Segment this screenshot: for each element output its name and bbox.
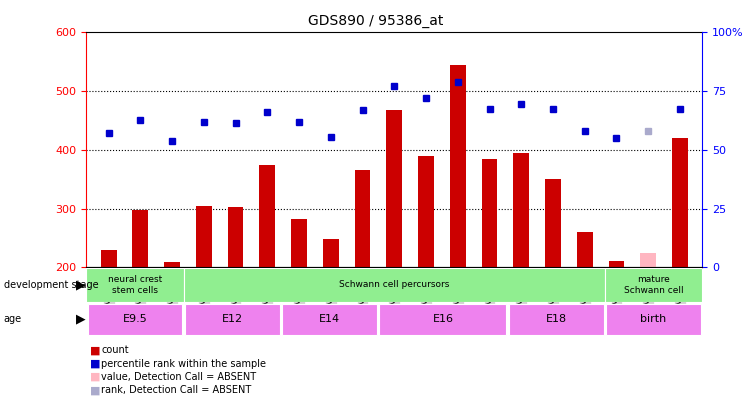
Bar: [481, 159, 497, 267]
Text: Schwann cell percursors: Schwann cell percursors: [339, 280, 449, 290]
Text: ■: ■: [90, 386, 101, 395]
Bar: [185, 304, 279, 335]
Bar: [606, 304, 701, 335]
Bar: [354, 171, 370, 267]
Bar: [291, 219, 307, 267]
Bar: [577, 232, 593, 267]
Bar: [88, 304, 182, 335]
Bar: [86, 268, 183, 302]
Bar: [545, 179, 561, 267]
Bar: [282, 304, 377, 335]
Bar: [608, 262, 624, 267]
Bar: [386, 110, 403, 267]
Text: E16: E16: [433, 314, 454, 324]
Bar: [183, 268, 605, 302]
Text: E12: E12: [222, 314, 243, 324]
Bar: [641, 253, 656, 267]
Text: value, Detection Call = ABSENT: value, Detection Call = ABSENT: [101, 372, 257, 382]
Text: E14: E14: [319, 314, 340, 324]
Text: GDS890 / 95386_at: GDS890 / 95386_at: [308, 14, 443, 28]
Bar: [228, 207, 243, 267]
Bar: [379, 304, 506, 335]
Text: development stage: development stage: [4, 280, 98, 290]
Text: E9.5: E9.5: [122, 314, 147, 324]
Bar: [164, 262, 180, 267]
Text: E18: E18: [546, 314, 567, 324]
Text: rank, Detection Call = ABSENT: rank, Detection Call = ABSENT: [101, 386, 252, 395]
Text: ■: ■: [90, 372, 101, 382]
Bar: [509, 304, 604, 335]
Bar: [132, 210, 148, 267]
Bar: [605, 268, 702, 302]
Text: neural crest
stem cells: neural crest stem cells: [108, 275, 162, 294]
Bar: [418, 156, 434, 267]
Bar: [514, 153, 529, 267]
Bar: [323, 239, 339, 267]
Bar: [196, 206, 212, 267]
Bar: [450, 65, 466, 267]
Text: birth: birth: [641, 314, 667, 324]
Bar: [101, 249, 116, 267]
Text: ■: ■: [90, 345, 101, 355]
Text: age: age: [4, 314, 22, 324]
Bar: [259, 164, 275, 267]
Bar: [672, 138, 688, 267]
Text: ▶: ▶: [77, 278, 86, 292]
Text: mature
Schwann cell: mature Schwann cell: [624, 275, 683, 294]
Text: ▶: ▶: [77, 313, 86, 326]
Text: ■: ■: [90, 359, 101, 369]
Text: percentile rank within the sample: percentile rank within the sample: [101, 359, 267, 369]
Text: count: count: [101, 345, 129, 355]
